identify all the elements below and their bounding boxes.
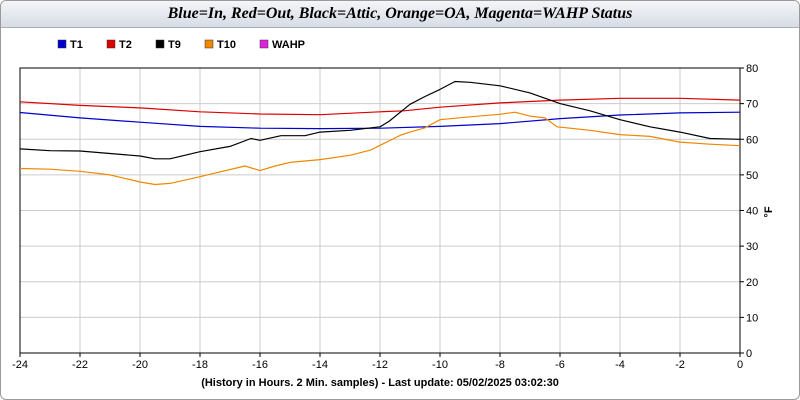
y-tick-label: 40 — [746, 206, 758, 218]
legend-label-t10: T10 — [217, 39, 236, 51]
y-tick-label: 20 — [746, 277, 758, 289]
legend-label-wahp: WAHP — [272, 39, 305, 51]
y-tick-label: 50 — [746, 170, 758, 182]
series-line-t10 — [19, 111, 741, 186]
y-tick-label: 80 — [746, 63, 758, 75]
legend-swatch-t10 — [204, 39, 214, 49]
x-tick-label: -4 — [615, 359, 625, 371]
series-line-t9 — [19, 80, 741, 160]
x-tick-label: -2 — [675, 359, 685, 371]
x-tick-label: 0 — [737, 359, 743, 371]
x-tick-label: -6 — [555, 359, 565, 371]
x-tick-label: -24 — [12, 359, 28, 371]
x-tick-label: -12 — [372, 359, 388, 371]
legend-swatch-t2 — [106, 39, 116, 49]
y-tick-label: 70 — [746, 99, 758, 111]
legend-swatch-t9 — [155, 39, 165, 49]
legend-swatch-t1 — [57, 39, 67, 49]
x-tick-label: -20 — [132, 359, 148, 371]
series-layer — [19, 80, 741, 186]
x-tick-label: -10 — [432, 359, 448, 371]
y-axis-label: °F — [763, 206, 775, 217]
legend-label-t1: T1 — [70, 39, 83, 51]
x-tick-label: -8 — [495, 359, 505, 371]
legend: T1 T2 T9 T10 WAHP — [57, 39, 305, 51]
x-tick-label: -18 — [192, 359, 208, 371]
y-tick-label: 30 — [746, 241, 758, 253]
grid-lines — [19, 67, 741, 354]
y-tick-label: 10 — [746, 312, 758, 324]
chart-title: Blue=In, Red=Out, Black=Attic, Orange=OA… — [167, 5, 633, 22]
legend-label-t9: T9 — [168, 39, 181, 51]
x-axis: -24 -22 -20 -18 -16 -14 -12 -10 -8 -6 -4 -2 0 — [12, 353, 743, 371]
series-line-t1 — [19, 111, 741, 130]
series-line-t2 — [19, 97, 741, 116]
x-tick-label: -16 — [252, 359, 268, 371]
x-tick-label: -22 — [72, 359, 88, 371]
y-tick-label: 0 — [746, 348, 752, 360]
legend-swatch-wahp — [259, 39, 269, 49]
x-tick-label: -14 — [312, 359, 328, 371]
legend-label-t2: T2 — [119, 39, 132, 51]
title-bar: Blue=In, Red=Out, Black=Attic, Orange=OA… — [1, 1, 799, 28]
y-tick-label: 60 — [746, 134, 758, 146]
y-axis: 0 10 20 30 40 50 60 70 80 — [740, 63, 758, 360]
x-axis-label: (History in Hours. 2 Min. samples) - Las… — [201, 377, 559, 389]
